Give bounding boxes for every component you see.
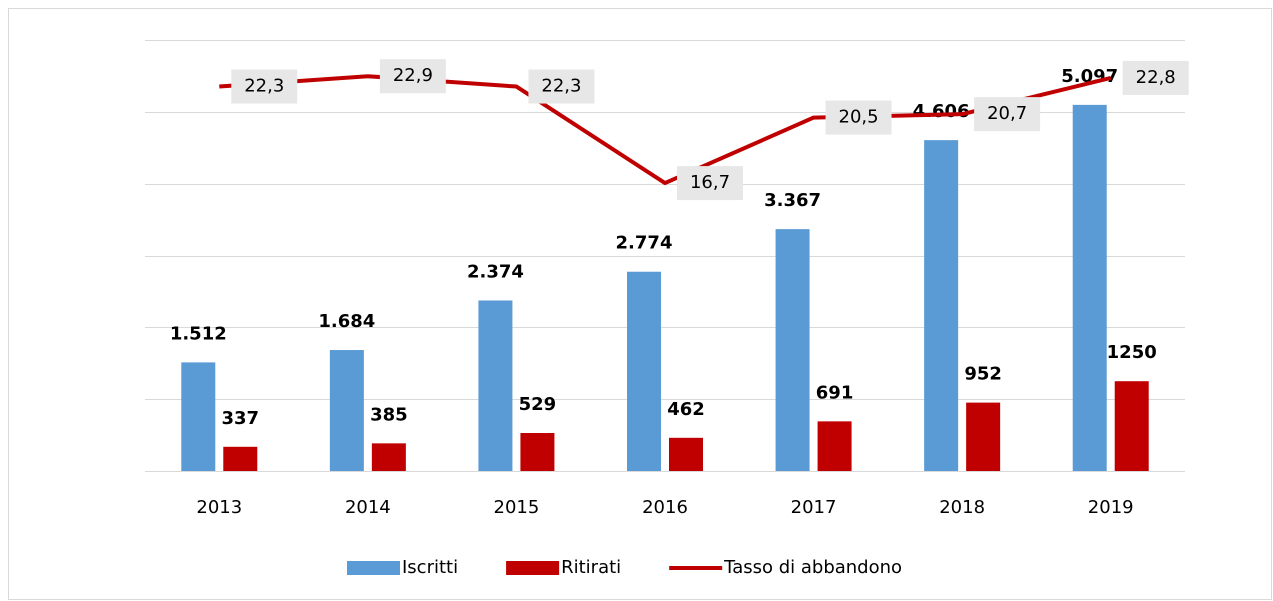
bar (478, 300, 513, 471)
data-label: 22,9 (393, 65, 433, 86)
data-label: 2.374 (467, 261, 524, 282)
data-label-box (825, 100, 892, 135)
x-tick-label: 2018 (939, 497, 985, 518)
data-label: 691 (816, 382, 854, 403)
data-label: 337 (221, 408, 259, 429)
data-label: 1.512 (170, 323, 227, 344)
bar (924, 140, 959, 471)
bar (775, 229, 810, 471)
bar (371, 443, 406, 471)
bar (1072, 104, 1107, 471)
bar (329, 350, 364, 471)
legend-swatch (506, 561, 560, 575)
data-label-box (1122, 60, 1189, 95)
bar (817, 421, 852, 471)
data-label: 2.774 (616, 233, 673, 254)
data-label: 462 (667, 399, 705, 420)
data-label: 22,3 (541, 76, 581, 97)
bar (669, 437, 703, 471)
data-label-box (974, 97, 1041, 132)
bar (1114, 381, 1149, 471)
bar (966, 402, 1001, 471)
data-label: 1250 (1107, 342, 1157, 363)
bar (223, 446, 258, 471)
data-label: 22,3 (244, 76, 284, 97)
legend-swatch (347, 561, 400, 575)
data-label: 20,7 (987, 103, 1027, 124)
x-tick-label: 2015 (494, 497, 540, 518)
bar (181, 362, 216, 471)
data-label: 952 (964, 364, 1002, 385)
data-label-box (528, 69, 595, 104)
x-tick-label: 2017 (791, 497, 837, 518)
x-tick-label: 2019 (1088, 497, 1134, 518)
legend-label: Tasso di abbandono (723, 557, 902, 578)
x-tick-label: 2013 (196, 497, 242, 518)
data-label: 20,5 (839, 107, 879, 128)
line (219, 74, 1112, 186)
legend-label: Iscritti (402, 557, 458, 578)
bar (520, 433, 555, 471)
data-label: 4.606 (913, 101, 970, 122)
legend-label: Ritirati (561, 557, 621, 578)
data-label: 3.367 (764, 190, 821, 211)
data-label: 16,7 (690, 172, 730, 193)
x-tick-label: 2014 (345, 497, 391, 518)
x-tick-label: 2016 (642, 497, 688, 518)
bar (627, 271, 661, 471)
data-label-box (379, 59, 446, 94)
data-label-box (677, 166, 743, 201)
data-label: 22,8 (1136, 67, 1176, 88)
data-label: 1.684 (318, 311, 375, 332)
data-label: 385 (370, 404, 408, 425)
data-label: 529 (519, 394, 557, 415)
data-label-box (231, 69, 298, 104)
